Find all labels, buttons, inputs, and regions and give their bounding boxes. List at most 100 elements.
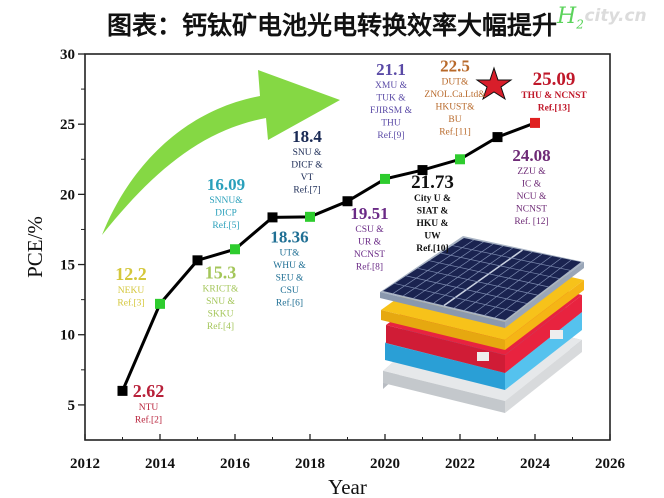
- solar-cell-illustration: [380, 236, 584, 413]
- y-tick-label: 30: [60, 47, 75, 63]
- series-line: [121, 121, 536, 392]
- y-tick-label: 15: [60, 258, 75, 274]
- annotation-value: 21.73: [411, 172, 454, 193]
- annotation-text: Ref.[6]: [276, 297, 303, 308]
- x-tick-label: 2022: [445, 456, 475, 472]
- annotation-text: NCNST: [516, 205, 547, 215]
- annotation-text: City U &: [414, 194, 451, 204]
- annotation-text: Ref.[7]: [293, 184, 320, 195]
- annotation-text: DUT&: [442, 77, 470, 87]
- y-axis-title: PCE/%: [23, 216, 47, 278]
- annotation-text: HKU &: [417, 219, 449, 229]
- solar-grid-line: [494, 259, 572, 318]
- solar-grid-line: [440, 252, 560, 279]
- annotation-text: SNU &: [293, 148, 322, 158]
- data-point: [117, 385, 128, 396]
- annotation-text: FJIRSM &: [370, 106, 413, 116]
- annotation-value: 24.08: [512, 146, 550, 165]
- data-annotation: 19.51 CSU & UR & NCNST Ref.[8]: [350, 204, 388, 273]
- solar-grid-line: [413, 243, 494, 299]
- x-tick-label: 2016: [220, 456, 251, 472]
- annotation-text: NCNST: [354, 250, 385, 260]
- solar-grid-line: [392, 239, 474, 294]
- data-point: [530, 117, 540, 128]
- annotation-text: UW: [424, 232, 441, 242]
- annotation-text: Ref.[3]: [117, 297, 144, 308]
- data-point: [492, 132, 503, 143]
- solar-grid-line: [464, 253, 543, 311]
- y-tick-label: 20: [60, 187, 75, 203]
- annotation-text: UR &: [358, 238, 382, 248]
- annotation-value: 21.1: [376, 60, 406, 79]
- solar-grid-line: [443, 249, 523, 307]
- solar-grid-line: [484, 257, 562, 316]
- solar-grid-line: [394, 283, 516, 313]
- annotation-text: WHU &: [273, 261, 306, 271]
- data-point: [305, 211, 315, 222]
- annotation-text: THU & NCNST: [521, 91, 587, 101]
- annotation-text: HKUST&: [435, 102, 475, 112]
- annotation-value: 2.62: [133, 381, 165, 401]
- x-tick-label: 2026: [595, 456, 626, 472]
- annotation-text: CSU: [280, 286, 299, 296]
- annotation-value: 15.3: [205, 262, 237, 282]
- x-tick-label: 2012: [70, 456, 100, 472]
- y-tick-label: 5: [68, 398, 76, 414]
- annotation-text: DICF &: [291, 160, 323, 170]
- trend-arrow-icon: [102, 70, 340, 235]
- data-point: [455, 154, 465, 165]
- x-tick-label: 2014: [145, 456, 176, 472]
- x-axis-title: Year: [328, 475, 367, 498]
- data-annotation: 21.1 XMU & TUK & FJIRSM & THU Ref.[9]: [370, 60, 413, 141]
- annotation-text: NEKU: [118, 286, 145, 296]
- solar-grid-line: [453, 251, 533, 309]
- data-point: [342, 196, 353, 207]
- annotation-text: IC &: [522, 180, 542, 190]
- annotation-text: BU: [448, 115, 461, 125]
- x-tick-label: 2020: [370, 456, 400, 472]
- annotation-text: NCU &: [517, 192, 547, 202]
- annotation-text: Ref. [12]: [514, 216, 548, 227]
- annotation-text: XMU &: [375, 81, 408, 91]
- annotation-value: 19.51: [350, 204, 388, 223]
- annotation-text: Ref.[4]: [207, 321, 234, 332]
- annotation-text: NTU: [139, 403, 159, 413]
- solar-grid-line: [417, 267, 538, 296]
- solar-grid-line: [406, 275, 527, 304]
- annotation-text: CSU &: [355, 225, 384, 235]
- data-point: [380, 173, 390, 184]
- annotation-text: Ref.[10]: [416, 244, 448, 254]
- star-icon: [475, 66, 513, 101]
- annotation-text: Ref.[11]: [439, 126, 471, 137]
- annotation-text: DICP: [215, 209, 237, 219]
- annotation-text: ZNOL.Ca.Ltd&: [424, 90, 486, 100]
- data-point: [267, 212, 278, 223]
- annotation-text: Ref.[8]: [356, 262, 383, 273]
- annotation-text: ZZU &: [517, 167, 546, 177]
- annotation-text: TUK &: [376, 93, 406, 103]
- chart-title: 图表：钙钛矿电池光电转换效率大幅提升: [106, 11, 557, 40]
- solar-grid-line: [452, 245, 571, 271]
- data-point: [417, 165, 428, 176]
- solar-grid-line: [433, 247, 513, 304]
- solar-grid-line: [423, 245, 504, 301]
- watermark-text: HHcity.cn: [584, 6, 647, 26]
- annotation-value: 22.5: [440, 56, 470, 75]
- annotation-text: Ref.[2]: [135, 414, 162, 425]
- watermark-logo: H2: [557, 4, 584, 32]
- y-tick-label: 10: [60, 328, 75, 344]
- annotation-value: 18.4: [292, 127, 322, 146]
- annotation-text: SIAT &: [417, 207, 449, 217]
- data-point: [155, 298, 165, 309]
- annotation-value: 25.09: [533, 69, 576, 90]
- data-point: [230, 244, 240, 255]
- solar-grid-line: [429, 260, 549, 288]
